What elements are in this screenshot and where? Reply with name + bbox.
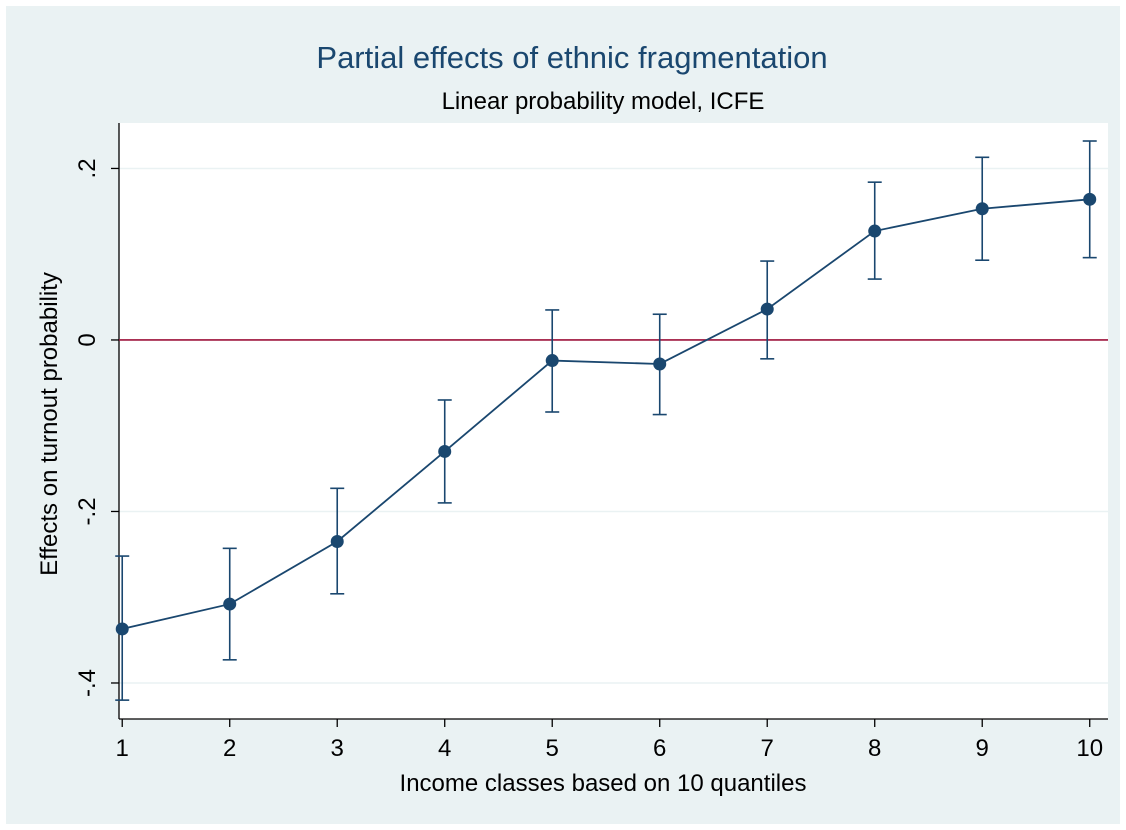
y-tick-label-1: -.2 <box>74 497 101 525</box>
data-point-4 <box>438 444 452 458</box>
chart-subtitle: Linear probability model, ICFE <box>442 88 765 115</box>
x-tick-label-8: 9 <box>976 735 989 762</box>
data-point-7 <box>760 302 774 316</box>
data-point-1 <box>115 622 129 636</box>
x-tick-label-0: 1 <box>116 735 129 762</box>
data-point-6 <box>653 357 667 371</box>
x-tick-label-1: 2 <box>223 735 236 762</box>
chart-figure: 1 2 3 4 5 6 7 8 9 10 -.4 -.2 0 .2 Partial effects of… <box>6 6 1120 824</box>
y-tick-label-2: 0 <box>74 333 101 346</box>
x-axis-ticks: 1 2 3 4 5 6 7 8 9 10 <box>116 719 1103 762</box>
plot-area <box>119 123 1108 719</box>
data-point-8 <box>868 224 882 238</box>
x-tick-label-7: 8 <box>868 735 881 762</box>
x-tick-label-6: 7 <box>761 735 774 762</box>
y-tick-label-3: .2 <box>74 158 101 178</box>
x-tick-label-2: 3 <box>331 735 344 762</box>
x-axis-label: Income classes based on 10 quantiles <box>400 770 807 797</box>
series-line <box>122 198 1090 630</box>
y-axis-ticks: -.4 -.2 0 .2 <box>74 158 119 697</box>
data-point-5 <box>545 354 559 368</box>
x-tick-label-5: 6 <box>653 735 666 762</box>
x-tick-label-9: 10 <box>1076 735 1103 762</box>
data-point-3 <box>330 534 344 548</box>
data-point-2 <box>223 597 237 611</box>
data-points <box>115 192 1097 636</box>
y-tick-label-0: -.4 <box>74 669 101 697</box>
x-tick-label-3: 4 <box>438 735 451 762</box>
chart-svg: 1 2 3 4 5 6 7 8 9 10 -.4 -.2 0 .2 Partial effects of… <box>36 40 1108 797</box>
data-point-9 <box>975 202 989 216</box>
y-axis-label: Effects on turnout probability <box>36 272 63 576</box>
data-point-10 <box>1083 192 1097 206</box>
x-tick-label-4: 5 <box>546 735 559 762</box>
chart-title: Partial effects of ethnic fragmentation <box>316 40 827 75</box>
